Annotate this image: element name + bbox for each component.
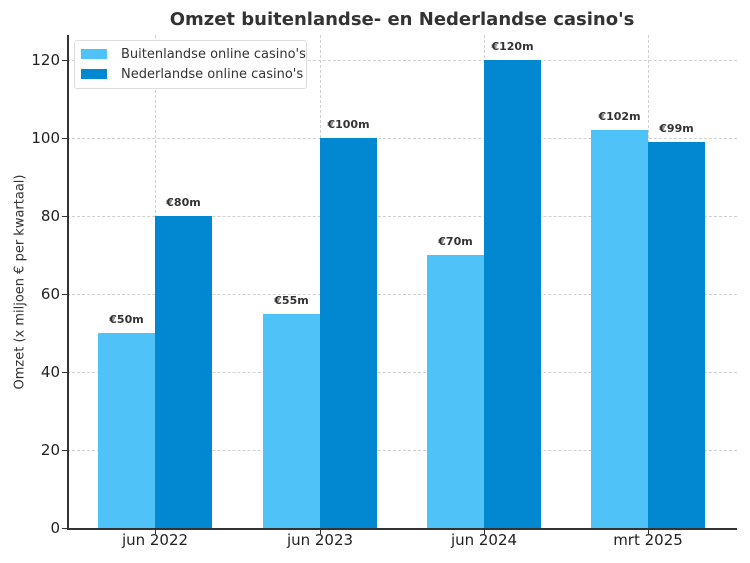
y-axis-label: Omzet (x miljoen € per kwartaal) xyxy=(12,174,28,390)
legend-label: Nederlandse online casino's xyxy=(121,66,304,82)
legend: Buitenlandse online casino's Nederlandse… xyxy=(74,40,307,89)
bar-buitenlandse xyxy=(591,130,648,528)
legend-item-nederlandse: Nederlandse online casino's xyxy=(81,65,303,83)
chart-title: Omzet buitenlandse- en Nederlandse casin… xyxy=(169,9,635,30)
x-axis-line xyxy=(67,528,737,530)
bar-value-label: €50m xyxy=(109,313,144,326)
y-tick-label: 80 xyxy=(40,207,60,225)
x-tick-label: jun 2024 xyxy=(450,531,518,549)
bar-nederlandse xyxy=(484,60,541,528)
y-tick xyxy=(62,528,67,529)
y-axis-line xyxy=(67,35,69,529)
bar-value-label: €80m xyxy=(166,196,201,209)
gridline-horizontal xyxy=(67,138,737,139)
bar-value-label: €70m xyxy=(438,235,473,248)
y-tick xyxy=(62,372,67,373)
y-tick xyxy=(62,450,67,451)
legend-swatch-light-blue xyxy=(81,49,107,59)
y-tick xyxy=(62,216,67,217)
y-tick-label: 40 xyxy=(40,363,60,381)
gridline-horizontal xyxy=(67,216,737,217)
x-tick xyxy=(320,529,321,534)
gridline-horizontal xyxy=(67,60,737,61)
y-tick-label: 0 xyxy=(50,519,60,537)
y-tick-label: 120 xyxy=(31,51,60,69)
legend-item-buitenlandse: Buitenlandse online casino's xyxy=(81,45,306,63)
legend-label: Buitenlandse online casino's xyxy=(121,46,306,62)
bar-value-label: €55m xyxy=(274,293,309,307)
x-tick-label: jun 2023 xyxy=(286,531,354,549)
bar-nederlandse xyxy=(648,141,705,528)
bar-value-label: €99m xyxy=(659,121,694,135)
bar-value-label: €120m xyxy=(491,40,534,53)
gridline-horizontal xyxy=(67,294,737,295)
x-tick xyxy=(484,529,485,534)
bar-buitenlandse xyxy=(427,255,484,528)
gridline-horizontal xyxy=(67,450,737,451)
bar-value-label: €102m xyxy=(598,110,641,124)
bar-value-label: €100m xyxy=(327,118,370,131)
x-tick-label: jun 2022 xyxy=(121,531,189,549)
x-tick xyxy=(648,529,649,534)
bar-nederlandse xyxy=(155,216,212,528)
y-tick-label: 60 xyxy=(40,285,60,303)
bar-nederlandse xyxy=(320,138,377,528)
y-tick xyxy=(62,60,67,61)
gridline-horizontal xyxy=(67,372,737,373)
legend-swatch-dark-blue xyxy=(81,69,107,79)
y-tick xyxy=(62,138,67,139)
bar-buitenlandse xyxy=(263,313,320,528)
y-tick-label: 20 xyxy=(40,441,60,459)
y-tick xyxy=(62,294,67,295)
x-tick xyxy=(155,529,156,534)
y-tick-label: 100 xyxy=(31,129,60,147)
x-tick-label: mrt 2025 xyxy=(613,531,683,549)
bar-buitenlandse xyxy=(98,333,155,528)
